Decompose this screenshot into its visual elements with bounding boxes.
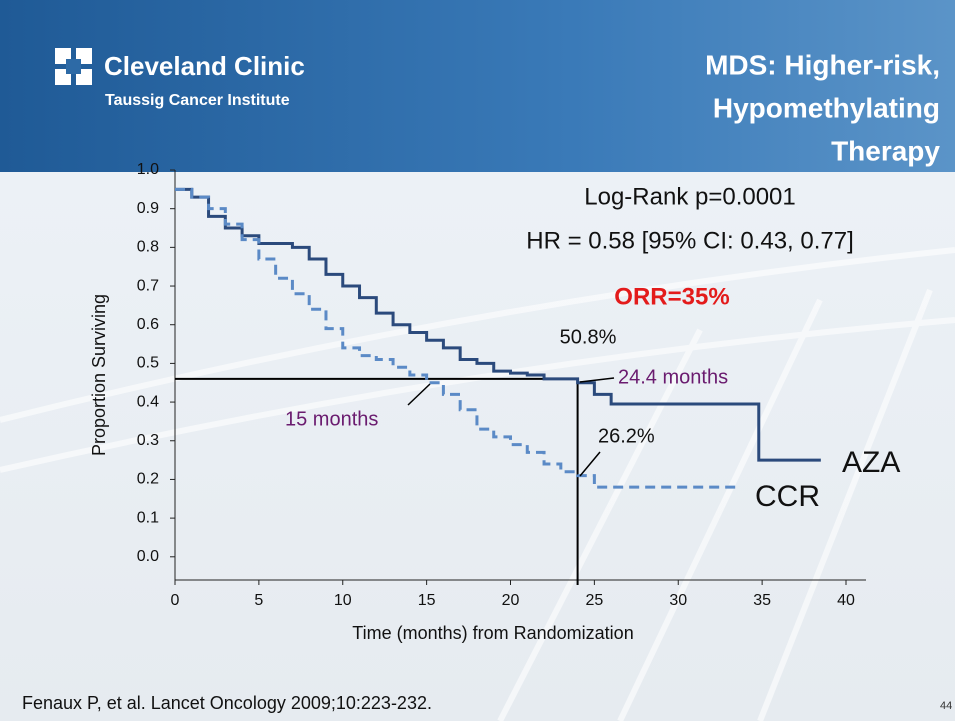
y-tick-label: 1.0 <box>137 161 159 178</box>
x-tick-label: 20 <box>502 592 520 609</box>
title-line: MDS: Higher-risk, <box>705 49 940 80</box>
building-lines <box>0 247 955 721</box>
citation: Fenaux P, et al. Lancet Oncology 2009;10… <box>22 693 432 713</box>
series-label: CCR <box>755 480 820 513</box>
y-tick-label: 0.0 <box>137 548 159 565</box>
annotation: HR = 0.58 [95% CI: 0.43, 0.77] <box>526 227 854 254</box>
y-tick-label: 0.9 <box>137 200 159 217</box>
leader-line <box>579 451 601 477</box>
x-tick-label: 10 <box>334 592 352 609</box>
annotation: Log-Rank p=0.0001 <box>584 183 796 210</box>
y-tick-label: 0.8 <box>137 239 159 256</box>
annotation: 50.8% <box>560 326 617 348</box>
x-axis-label: Time (months) from Randomization <box>352 623 633 643</box>
logo-icon <box>55 48 92 85</box>
y-tick-label: 0.6 <box>137 316 159 333</box>
survival-curve <box>175 187 821 462</box>
leader-line <box>579 377 615 383</box>
title-line: Hypomethylating <box>713 92 940 123</box>
x-tick-label: 30 <box>669 592 687 609</box>
leader-line <box>407 383 431 406</box>
survival-curve <box>175 187 737 489</box>
annotation: ORR=35% <box>614 283 729 310</box>
annotation: 26.2% <box>598 425 655 447</box>
y-axis-label: Proportion Surviving <box>89 294 109 456</box>
x-tick-label: 5 <box>254 592 263 609</box>
x-tick-label: 40 <box>837 592 855 609</box>
y-tick-label: 0.1 <box>137 509 159 526</box>
series-label: AZA <box>842 446 900 479</box>
y-tick-label: 0.5 <box>137 355 159 372</box>
annotation: 15 months <box>285 408 378 430</box>
x-tick-label: 15 <box>418 592 436 609</box>
page-number: 44 <box>940 700 952 712</box>
title-line: Therapy <box>831 135 940 166</box>
header-band <box>0 0 955 172</box>
annotation: 24.4 months <box>618 366 728 388</box>
y-tick-label: 0.7 <box>137 277 159 294</box>
x-tick-label: 35 <box>753 592 771 609</box>
chart: 0.0 0.1 0.2 0.3 0.4 0.5 0.6 0.7 0.8 0.9 1.0 0 5 10 15 2… <box>89 161 901 643</box>
logo-text: Cleveland Clinic <box>104 51 305 81</box>
y-tick-label: 0.3 <box>137 432 159 449</box>
x-tick-label: 25 <box>585 592 603 609</box>
x-tick-label: 0 <box>171 592 180 609</box>
institute: Taussig Cancer Institute <box>105 92 290 109</box>
y-tick-label: 0.2 <box>137 471 159 488</box>
y-tick-label: 0.4 <box>137 393 159 410</box>
